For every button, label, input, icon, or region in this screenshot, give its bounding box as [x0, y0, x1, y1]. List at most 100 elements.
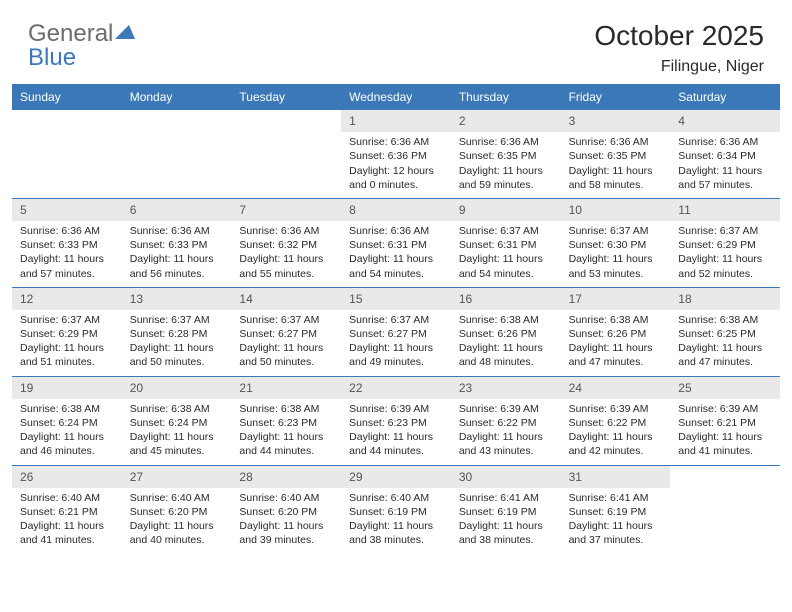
day-body: Sunrise: 6:41 AMSunset: 6:19 PMDaylight:… [561, 488, 671, 554]
sunrise-text: Sunrise: 6:36 AM [678, 135, 772, 149]
sunrise-text: Sunrise: 6:39 AM [569, 402, 663, 416]
sunrise-text: Sunrise: 6:36 AM [349, 135, 443, 149]
location-label: Filingue, Niger [594, 58, 764, 76]
day-number: 28 [231, 466, 341, 488]
day-cell: 23Sunrise: 6:39 AMSunset: 6:22 PMDayligh… [451, 377, 561, 465]
sunrise-text: Sunrise: 6:36 AM [349, 224, 443, 238]
sunrise-text: Sunrise: 6:37 AM [678, 224, 772, 238]
day-header-saturday: Saturday [670, 84, 780, 110]
day-body: Sunrise: 6:37 AMSunset: 6:28 PMDaylight:… [122, 310, 232, 376]
daylight-text: Daylight: 11 hours and 41 minutes. [678, 430, 772, 458]
daylight-text: Daylight: 11 hours and 52 minutes. [678, 252, 772, 280]
day-number: 15 [341, 288, 451, 310]
day-body: Sunrise: 6:36 AMSunset: 6:35 PMDaylight:… [451, 132, 561, 198]
day-cell: 27Sunrise: 6:40 AMSunset: 6:20 PMDayligh… [122, 466, 232, 554]
calendar: SundayMondayTuesdayWednesdayThursdayFrid… [0, 84, 792, 553]
daylight-text: Daylight: 11 hours and 42 minutes. [569, 430, 663, 458]
sunset-text: Sunset: 6:19 PM [349, 505, 443, 519]
day-number: 2 [451, 110, 561, 132]
sunset-text: Sunset: 6:23 PM [239, 416, 333, 430]
day-body: Sunrise: 6:36 AMSunset: 6:35 PMDaylight:… [561, 132, 671, 198]
sunrise-text: Sunrise: 6:41 AM [459, 491, 553, 505]
sunrise-text: Sunrise: 6:41 AM [569, 491, 663, 505]
sunset-text: Sunset: 6:33 PM [20, 238, 114, 252]
day-body: Sunrise: 6:38 AMSunset: 6:26 PMDaylight:… [561, 310, 671, 376]
sunset-text: Sunset: 6:19 PM [569, 505, 663, 519]
day-cell: 3Sunrise: 6:36 AMSunset: 6:35 PMDaylight… [561, 110, 671, 198]
day-cell [122, 110, 232, 198]
day-body: Sunrise: 6:40 AMSunset: 6:20 PMDaylight:… [231, 488, 341, 554]
day-cell: 13Sunrise: 6:37 AMSunset: 6:28 PMDayligh… [122, 288, 232, 376]
sunrise-text: Sunrise: 6:39 AM [459, 402, 553, 416]
sunrise-text: Sunrise: 6:37 AM [20, 313, 114, 327]
sunset-text: Sunset: 6:25 PM [678, 327, 772, 341]
sunset-text: Sunset: 6:32 PM [239, 238, 333, 252]
daylight-text: Daylight: 11 hours and 51 minutes. [20, 341, 114, 369]
sunset-text: Sunset: 6:29 PM [20, 327, 114, 341]
day-body: Sunrise: 6:36 AMSunset: 6:34 PMDaylight:… [670, 132, 780, 198]
day-number: 23 [451, 377, 561, 399]
day-header-row: SundayMondayTuesdayWednesdayThursdayFrid… [12, 84, 780, 110]
day-number: 26 [12, 466, 122, 488]
day-cell [12, 110, 122, 198]
sunrise-text: Sunrise: 6:37 AM [130, 313, 224, 327]
day-body: Sunrise: 6:40 AMSunset: 6:20 PMDaylight:… [122, 488, 232, 554]
day-number: 27 [122, 466, 232, 488]
sunset-text: Sunset: 6:26 PM [569, 327, 663, 341]
week-row: 26Sunrise: 6:40 AMSunset: 6:21 PMDayligh… [12, 465, 780, 554]
day-cell: 20Sunrise: 6:38 AMSunset: 6:24 PMDayligh… [122, 377, 232, 465]
empty-day [670, 466, 780, 488]
day-cell: 10Sunrise: 6:37 AMSunset: 6:30 PMDayligh… [561, 199, 671, 287]
daylight-text: Daylight: 11 hours and 57 minutes. [678, 164, 772, 192]
logo-second-line: Blue [28, 44, 76, 72]
day-number: 20 [122, 377, 232, 399]
sunset-text: Sunset: 6:27 PM [349, 327, 443, 341]
day-body: Sunrise: 6:39 AMSunset: 6:23 PMDaylight:… [341, 399, 451, 465]
day-header-monday: Monday [122, 84, 232, 110]
day-cell: 5Sunrise: 6:36 AMSunset: 6:33 PMDaylight… [12, 199, 122, 287]
empty-day [12, 110, 122, 132]
day-number: 16 [451, 288, 561, 310]
month-title: October 2025 [594, 20, 764, 52]
day-cell: 31Sunrise: 6:41 AMSunset: 6:19 PMDayligh… [561, 466, 671, 554]
day-cell: 24Sunrise: 6:39 AMSunset: 6:22 PMDayligh… [561, 377, 671, 465]
day-body: Sunrise: 6:38 AMSunset: 6:23 PMDaylight:… [231, 399, 341, 465]
sunset-text: Sunset: 6:31 PM [349, 238, 443, 252]
day-cell: 19Sunrise: 6:38 AMSunset: 6:24 PMDayligh… [12, 377, 122, 465]
daylight-text: Daylight: 11 hours and 54 minutes. [459, 252, 553, 280]
daylight-text: Daylight: 11 hours and 49 minutes. [349, 341, 443, 369]
week-row: 1Sunrise: 6:36 AMSunset: 6:36 PMDaylight… [12, 110, 780, 198]
day-cell: 1Sunrise: 6:36 AMSunset: 6:36 PMDaylight… [341, 110, 451, 198]
sunrise-text: Sunrise: 6:36 AM [20, 224, 114, 238]
day-number: 11 [670, 199, 780, 221]
day-number: 22 [341, 377, 451, 399]
sunrise-text: Sunrise: 6:38 AM [569, 313, 663, 327]
day-body: Sunrise: 6:39 AMSunset: 6:22 PMDaylight:… [451, 399, 561, 465]
day-body: Sunrise: 6:39 AMSunset: 6:22 PMDaylight:… [561, 399, 671, 465]
day-number: 6 [122, 199, 232, 221]
day-number: 8 [341, 199, 451, 221]
daylight-text: Daylight: 11 hours and 50 minutes. [130, 341, 224, 369]
day-number: 31 [561, 466, 671, 488]
day-cell: 22Sunrise: 6:39 AMSunset: 6:23 PMDayligh… [341, 377, 451, 465]
sunset-text: Sunset: 6:28 PM [130, 327, 224, 341]
daylight-text: Daylight: 11 hours and 43 minutes. [459, 430, 553, 458]
sunrise-text: Sunrise: 6:37 AM [349, 313, 443, 327]
sunrise-text: Sunrise: 6:40 AM [239, 491, 333, 505]
sunrise-text: Sunrise: 6:37 AM [239, 313, 333, 327]
day-cell: 7Sunrise: 6:36 AMSunset: 6:32 PMDaylight… [231, 199, 341, 287]
day-body: Sunrise: 6:36 AMSunset: 6:32 PMDaylight:… [231, 221, 341, 287]
daylight-text: Daylight: 11 hours and 44 minutes. [349, 430, 443, 458]
sunrise-text: Sunrise: 6:36 AM [130, 224, 224, 238]
day-cell: 4Sunrise: 6:36 AMSunset: 6:34 PMDaylight… [670, 110, 780, 198]
sunset-text: Sunset: 6:33 PM [130, 238, 224, 252]
sunrise-text: Sunrise: 6:38 AM [678, 313, 772, 327]
day-body: Sunrise: 6:36 AMSunset: 6:36 PMDaylight:… [341, 132, 451, 198]
day-number: 18 [670, 288, 780, 310]
day-cell: 8Sunrise: 6:36 AMSunset: 6:31 PMDaylight… [341, 199, 451, 287]
day-number: 21 [231, 377, 341, 399]
sunrise-text: Sunrise: 6:37 AM [459, 224, 553, 238]
day-cell: 12Sunrise: 6:37 AMSunset: 6:29 PMDayligh… [12, 288, 122, 376]
sunset-text: Sunset: 6:31 PM [459, 238, 553, 252]
day-body: Sunrise: 6:40 AMSunset: 6:21 PMDaylight:… [12, 488, 122, 554]
